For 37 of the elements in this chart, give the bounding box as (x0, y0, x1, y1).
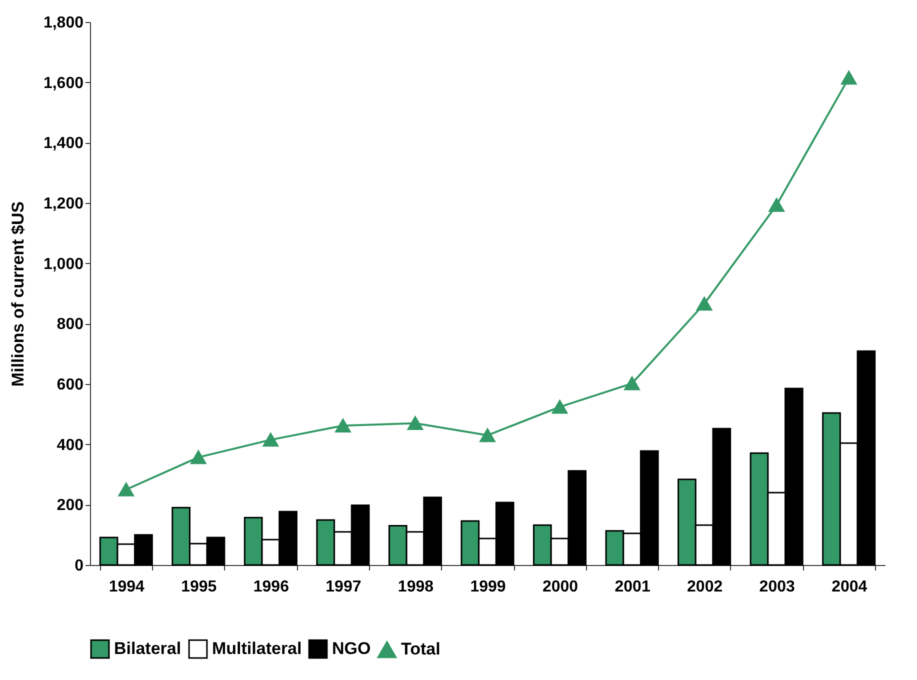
y-tick-label: 800 (56, 316, 84, 334)
legend-label: Bilateral (114, 639, 182, 658)
point (480, 428, 496, 442)
legend-label: NGO (332, 639, 371, 658)
x-tick-label: 1995 (181, 578, 217, 596)
point (408, 416, 423, 430)
y-tick-label: 1,200 (43, 196, 84, 212)
x-tick-label: 1997 (326, 578, 362, 596)
point (118, 482, 134, 496)
y-tick-label: 1,600 (43, 74, 84, 92)
y-tick-label: 400 (56, 436, 84, 454)
x-tick-label: 2000 (542, 578, 578, 596)
y-tick-label: 0 (74, 558, 84, 574)
x-tick-label: 2002 (687, 578, 723, 596)
legend-label: Multilateral (212, 639, 302, 658)
x-tick-label: 1998 (398, 578, 434, 596)
legend-label: Total (401, 640, 440, 659)
x-tick-label: 2001 (614, 578, 650, 596)
x-tick-label: 1999 (470, 578, 506, 596)
point (552, 400, 568, 414)
point (335, 418, 351, 432)
x-tick-label: 2003 (759, 578, 795, 596)
point (841, 71, 857, 85)
x-tick-label: 1994 (108, 578, 145, 596)
point (190, 450, 206, 464)
y-tick-label: 600 (56, 376, 84, 394)
y-tick-label: 200 (56, 497, 84, 514)
y-tick-label: 1,000 (43, 256, 84, 273)
y-axis-title: Millions of current $US (8, 201, 28, 387)
point (624, 376, 640, 390)
point (696, 296, 712, 311)
y-tick-label: 1,400 (43, 135, 84, 152)
point (768, 198, 784, 212)
y-tick-label: 1,800 (43, 14, 84, 32)
x-tick-label: 2004 (832, 578, 868, 596)
point (262, 433, 278, 447)
x-tick-label: 1996 (253, 578, 290, 596)
